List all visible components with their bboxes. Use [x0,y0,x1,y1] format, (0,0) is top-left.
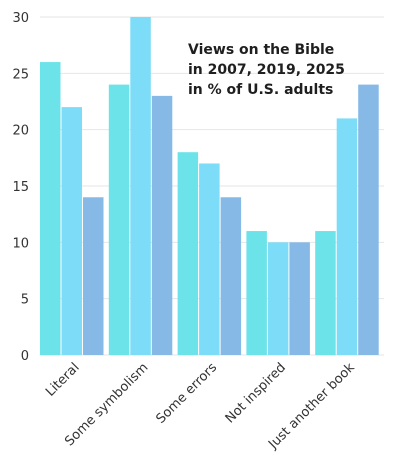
bar [199,163,220,355]
bar [177,152,199,355]
bar [336,118,358,356]
y-tick-label: 15 [12,180,29,195]
x-category-label: Some errors [154,360,221,427]
y-tick-label: 0 [21,349,29,364]
x-category-label: Literal [43,360,83,400]
bar [130,17,151,355]
bar [220,197,242,355]
bars [40,17,379,356]
bar [315,231,336,355]
y-tick-label: 20 [12,124,29,139]
chart-title-line-2: in 2007, 2019, 2025 [188,62,345,78]
y-tick-label: 30 [12,11,29,26]
y-axis-ticks: 0 5 10 15 20 25 30 [12,11,29,364]
bar [246,231,267,355]
bar [267,242,289,355]
bar [289,242,310,355]
chart-title-line-1: Views on the Bible [188,42,334,58]
bar [83,197,104,355]
x-category-label: Not inspired [223,360,289,426]
bar [151,95,173,355]
y-tick-label: 5 [21,293,29,308]
bar [61,107,82,355]
chart-title-line-3: in % of U.S. adults [188,82,333,98]
y-tick-label: 25 [12,67,29,82]
y-tick-label: 10 [12,236,29,251]
bar [358,84,379,355]
bar [108,84,130,355]
bar [40,62,61,356]
